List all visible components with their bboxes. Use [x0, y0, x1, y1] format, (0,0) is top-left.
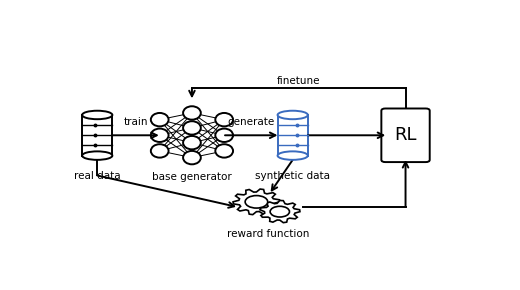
Ellipse shape — [215, 128, 233, 142]
FancyBboxPatch shape — [381, 108, 430, 162]
Text: base generator: base generator — [152, 172, 232, 182]
Ellipse shape — [183, 151, 201, 164]
Ellipse shape — [183, 121, 201, 135]
Text: real data: real data — [74, 171, 121, 181]
Ellipse shape — [270, 206, 290, 217]
Text: reward function: reward function — [227, 229, 310, 239]
Polygon shape — [260, 200, 300, 223]
Ellipse shape — [278, 151, 308, 160]
Ellipse shape — [151, 113, 168, 126]
Ellipse shape — [245, 195, 268, 208]
Text: synthetic data: synthetic data — [255, 171, 330, 181]
Polygon shape — [233, 189, 280, 215]
Ellipse shape — [82, 111, 112, 119]
Polygon shape — [278, 115, 308, 156]
Ellipse shape — [151, 144, 168, 158]
Ellipse shape — [278, 111, 308, 119]
Text: finetune: finetune — [277, 76, 320, 86]
Ellipse shape — [215, 113, 233, 126]
Ellipse shape — [183, 106, 201, 120]
Ellipse shape — [183, 136, 201, 149]
Ellipse shape — [151, 128, 168, 142]
Text: RL: RL — [394, 126, 417, 144]
Ellipse shape — [215, 144, 233, 158]
Text: train: train — [123, 117, 148, 128]
Text: generate: generate — [228, 117, 275, 128]
Ellipse shape — [82, 151, 112, 160]
Polygon shape — [82, 115, 112, 156]
